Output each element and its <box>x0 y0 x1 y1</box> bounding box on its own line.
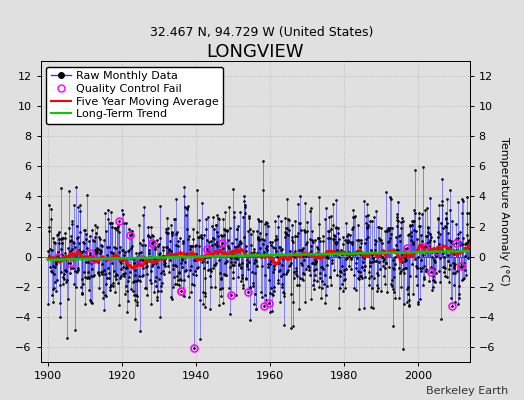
Title: LONGVIEW: LONGVIEW <box>206 43 304 61</box>
Text: Berkeley Earth: Berkeley Earth <box>426 386 508 396</box>
Text: 32.467 N, 94.729 W (United States): 32.467 N, 94.729 W (United States) <box>150 26 374 39</box>
Y-axis label: Temperature Anomaly (°C): Temperature Anomaly (°C) <box>499 137 509 286</box>
Legend: Raw Monthly Data, Quality Control Fail, Five Year Moving Average, Long-Term Tren: Raw Monthly Data, Quality Control Fail, … <box>46 66 223 124</box>
